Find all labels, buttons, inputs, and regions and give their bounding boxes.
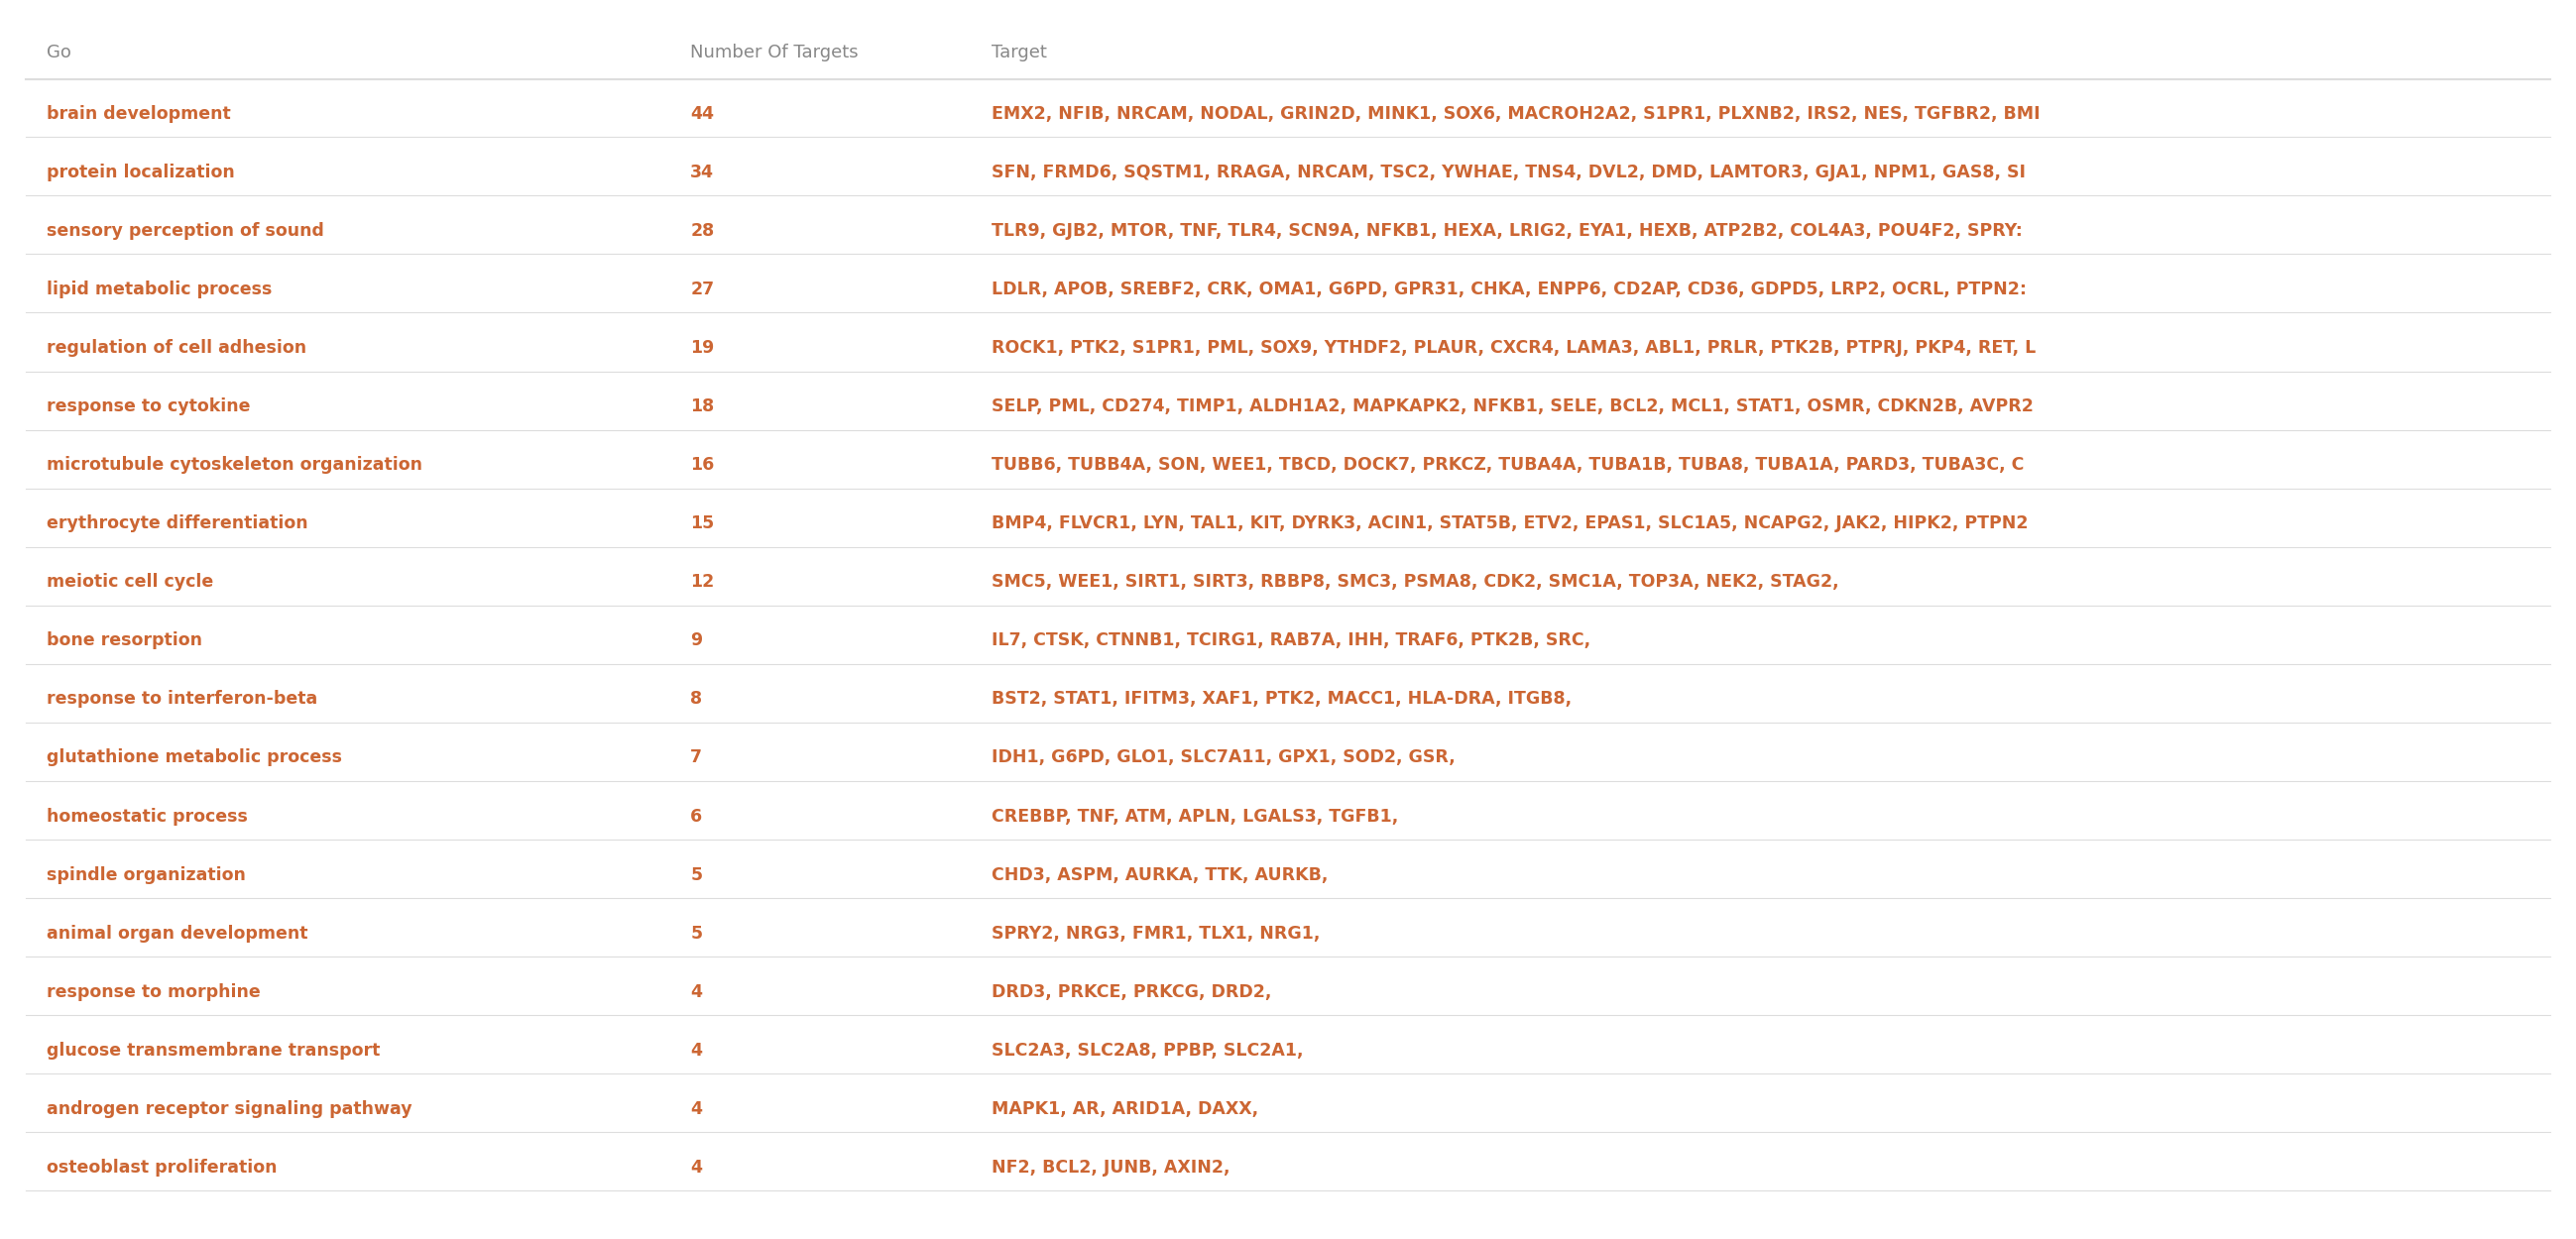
Text: DRD3, PRKCE, PRKCG, DRD2,: DRD3, PRKCE, PRKCG, DRD2,: [992, 983, 1273, 1001]
Text: 28: 28: [690, 222, 714, 240]
Text: 44: 44: [690, 105, 714, 123]
Text: IDH1, G6PD, GLO1, SLC7A11, GPX1, SOD2, GSR,: IDH1, G6PD, GLO1, SLC7A11, GPX1, SOD2, G…: [992, 748, 1455, 767]
Text: EMX2, NFIB, NRCAM, NODAL, GRIN2D, MINK1, SOX6, MACROH2A2, S1PR1, PLXNB2, IRS2, N: EMX2, NFIB, NRCAM, NODAL, GRIN2D, MINK1,…: [992, 105, 2040, 123]
Text: Target: Target: [992, 43, 1048, 61]
Text: SPRY2, NRG3, FMR1, TLX1, NRG1,: SPRY2, NRG3, FMR1, TLX1, NRG1,: [992, 924, 1321, 943]
Text: SLC2A3, SLC2A8, PPBP, SLC2A1,: SLC2A3, SLC2A8, PPBP, SLC2A1,: [992, 1042, 1303, 1059]
Text: Number Of Targets: Number Of Targets: [690, 43, 858, 61]
Text: response to morphine: response to morphine: [46, 983, 260, 1001]
Text: 16: 16: [690, 456, 714, 475]
Text: SMC5, WEE1, SIRT1, SIRT3, RBBP8, SMC3, PSMA8, CDK2, SMC1A, TOP3A, NEK2, STAG2,: SMC5, WEE1, SIRT1, SIRT3, RBBP8, SMC3, P…: [992, 574, 1839, 591]
Text: osteoblast proliferation: osteoblast proliferation: [46, 1158, 276, 1177]
Text: NF2, BCL2, JUNB, AXIN2,: NF2, BCL2, JUNB, AXIN2,: [992, 1158, 1231, 1177]
Text: 4: 4: [690, 1100, 703, 1118]
Text: response to cytokine: response to cytokine: [46, 398, 250, 415]
Text: spindle organization: spindle organization: [46, 866, 245, 883]
Text: BST2, STAT1, IFITM3, XAF1, PTK2, MACC1, HLA-DRA, ITGB8,: BST2, STAT1, IFITM3, XAF1, PTK2, MACC1, …: [992, 690, 1571, 709]
Text: sensory perception of sound: sensory perception of sound: [46, 222, 325, 240]
Text: homeostatic process: homeostatic process: [46, 808, 247, 825]
Text: SFN, FRMD6, SQSTM1, RRAGA, NRCAM, TSC2, YWHAE, TNS4, DVL2, DMD, LAMTOR3, GJA1, N: SFN, FRMD6, SQSTM1, RRAGA, NRCAM, TSC2, …: [992, 164, 2025, 181]
Text: protein localization: protein localization: [46, 164, 234, 181]
Text: microtubule cytoskeleton organization: microtubule cytoskeleton organization: [46, 456, 422, 475]
Text: MAPK1, AR, ARID1A, DAXX,: MAPK1, AR, ARID1A, DAXX,: [992, 1100, 1260, 1118]
Text: 9: 9: [690, 632, 703, 649]
Text: 4: 4: [690, 983, 703, 1001]
Text: 27: 27: [690, 280, 714, 299]
Text: 8: 8: [690, 690, 703, 709]
Text: 12: 12: [690, 574, 714, 591]
Text: SELP, PML, CD274, TIMP1, ALDH1A2, MAPKAPK2, NFKB1, SELE, BCL2, MCL1, STAT1, OSMR: SELP, PML, CD274, TIMP1, ALDH1A2, MAPKAP…: [992, 398, 2032, 415]
Text: 19: 19: [690, 339, 714, 357]
Text: response to interferon-beta: response to interferon-beta: [46, 690, 317, 709]
Text: 7: 7: [690, 748, 703, 767]
Text: IL7, CTSK, CTNNB1, TCIRG1, RAB7A, IHH, TRAF6, PTK2B, SRC,: IL7, CTSK, CTNNB1, TCIRG1, RAB7A, IHH, T…: [992, 632, 1592, 649]
Text: bone resorption: bone resorption: [46, 632, 201, 649]
Text: CREBBP, TNF, ATM, APLN, LGALS3, TGFB1,: CREBBP, TNF, ATM, APLN, LGALS3, TGFB1,: [992, 808, 1399, 825]
Text: lipid metabolic process: lipid metabolic process: [46, 280, 273, 299]
Text: glucose transmembrane transport: glucose transmembrane transport: [46, 1042, 379, 1059]
Text: 18: 18: [690, 398, 714, 415]
Text: regulation of cell adhesion: regulation of cell adhesion: [46, 339, 307, 357]
Text: meiotic cell cycle: meiotic cell cycle: [46, 574, 214, 591]
Text: brain development: brain development: [46, 105, 229, 123]
Text: 5: 5: [690, 924, 703, 943]
Text: TLR9, GJB2, MTOR, TNF, TLR4, SCN9A, NFKB1, HEXA, LRIG2, EYA1, HEXB, ATP2B2, COL4: TLR9, GJB2, MTOR, TNF, TLR4, SCN9A, NFKB…: [992, 222, 2022, 240]
Text: 4: 4: [690, 1042, 703, 1059]
Text: 4: 4: [690, 1158, 703, 1177]
Text: androgen receptor signaling pathway: androgen receptor signaling pathway: [46, 1100, 412, 1118]
Text: animal organ development: animal organ development: [46, 924, 307, 943]
Text: CHD3, ASPM, AURKA, TTK, AURKB,: CHD3, ASPM, AURKA, TTK, AURKB,: [992, 866, 1329, 883]
Text: 5: 5: [690, 866, 703, 883]
Text: LDLR, APOB, SREBF2, CRK, OMA1, G6PD, GPR31, CHKA, ENPP6, CD2AP, CD36, GDPD5, LRP: LDLR, APOB, SREBF2, CRK, OMA1, G6PD, GPR…: [992, 280, 2027, 299]
Text: 15: 15: [690, 514, 714, 533]
Text: glutathione metabolic process: glutathione metabolic process: [46, 748, 343, 767]
Text: BMP4, FLVCR1, LYN, TAL1, KIT, DYRK3, ACIN1, STAT5B, ETV2, EPAS1, SLC1A5, NCAPG2,: BMP4, FLVCR1, LYN, TAL1, KIT, DYRK3, ACI…: [992, 514, 2027, 533]
Text: 6: 6: [690, 808, 703, 825]
Text: TUBB6, TUBB4A, SON, WEE1, TBCD, DOCK7, PRKCZ, TUBA4A, TUBA1B, TUBA8, TUBA1A, PAR: TUBB6, TUBB4A, SON, WEE1, TBCD, DOCK7, P…: [992, 456, 2025, 475]
Text: erythrocyte differentiation: erythrocyte differentiation: [46, 514, 307, 533]
Text: ROCK1, PTK2, S1PR1, PML, SOX9, YTHDF2, PLAUR, CXCR4, LAMA3, ABL1, PRLR, PTK2B, P: ROCK1, PTK2, S1PR1, PML, SOX9, YTHDF2, P…: [992, 339, 2035, 357]
Text: 34: 34: [690, 164, 714, 181]
Text: Go: Go: [46, 43, 72, 61]
